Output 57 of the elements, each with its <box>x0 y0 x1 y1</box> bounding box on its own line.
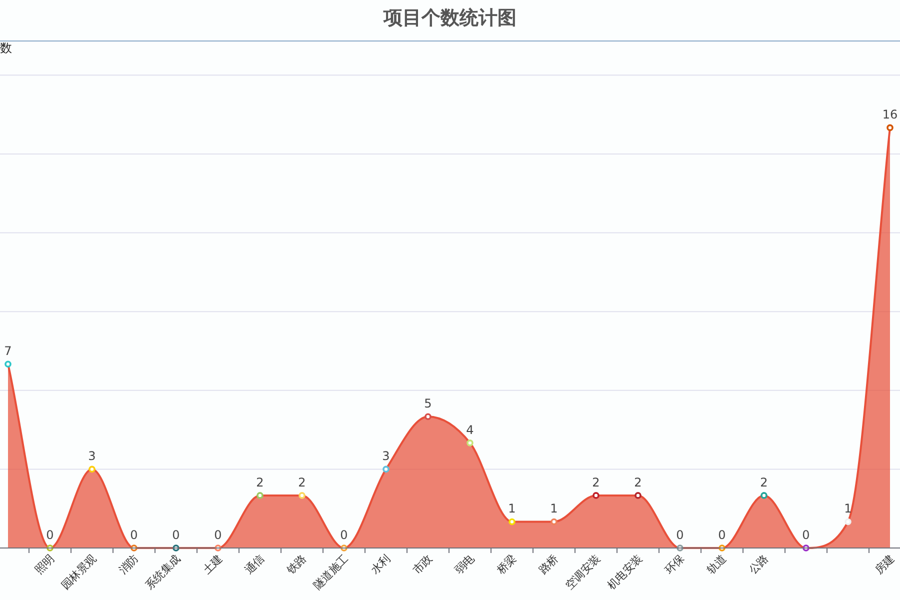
y-axis-title: 数 <box>0 41 12 55</box>
data-label: 1 <box>844 502 852 516</box>
point <box>256 492 264 499</box>
point <box>592 492 600 499</box>
x-tick-label: 市政 <box>410 552 436 577</box>
x-tick-label: 照明 <box>32 552 58 577</box>
point <box>634 492 642 499</box>
x-tick-label: 轨道 <box>704 552 730 577</box>
point <box>4 360 12 368</box>
data-label: 2 <box>592 475 600 490</box>
x-tick-label: 通信 <box>242 552 268 577</box>
point <box>886 124 894 132</box>
data-label: 3 <box>382 449 390 464</box>
x-tick-label: 环保 <box>662 552 688 577</box>
x-tick-label: 公路 <box>746 552 772 577</box>
x-tick-label: 路桥 <box>536 552 562 577</box>
point <box>298 492 306 499</box>
point <box>466 440 474 446</box>
data-label: 0 <box>130 528 138 542</box>
point <box>844 518 852 526</box>
x-tick-label: 铁路 <box>284 552 310 578</box>
point <box>88 466 96 473</box>
data-label: 0 <box>214 528 222 542</box>
x-tick-label: 空调安装 <box>562 552 604 592</box>
data-label: 1 <box>508 502 516 516</box>
x-tick-label: 消防 <box>116 552 142 577</box>
x-tick-label: 土建 <box>200 552 226 577</box>
data-label: 2 <box>298 475 306 490</box>
data-label: 2 <box>760 475 768 490</box>
data-label: 2 <box>256 475 264 490</box>
x-tick-label: 系统集成 <box>142 552 184 592</box>
point <box>550 518 558 526</box>
data-label: 0 <box>676 528 684 542</box>
x-tick-label: 隧道施工 <box>310 552 352 592</box>
data-label: 1 <box>550 502 558 516</box>
point <box>508 518 516 526</box>
data-label: 0 <box>46 528 54 542</box>
data-label: 0 <box>718 528 726 542</box>
x-tick-label: 园林景观 <box>58 552 100 592</box>
chart-title: 项目个数统计图 <box>382 7 516 29</box>
data-label: 7 <box>4 344 12 358</box>
x-tick-label: 机电安装 <box>604 552 646 592</box>
data-label: 3 <box>88 449 96 464</box>
point <box>424 413 432 420</box>
data-label: 4 <box>466 422 474 437</box>
point <box>760 492 768 499</box>
point <box>382 466 390 473</box>
x-tick-label: 水利 <box>368 552 394 577</box>
x-tick-label: 弱电 <box>452 552 478 577</box>
x-tick-label: 桥梁 <box>494 552 520 578</box>
x-tick-label: 房建 <box>872 552 898 577</box>
data-label: 16 <box>882 108 898 122</box>
data-label: 0 <box>340 528 348 542</box>
data-label: 5 <box>424 396 432 411</box>
data-label: 0 <box>802 528 810 542</box>
data-label: 2 <box>634 475 642 490</box>
data-label: 0 <box>172 528 180 542</box>
